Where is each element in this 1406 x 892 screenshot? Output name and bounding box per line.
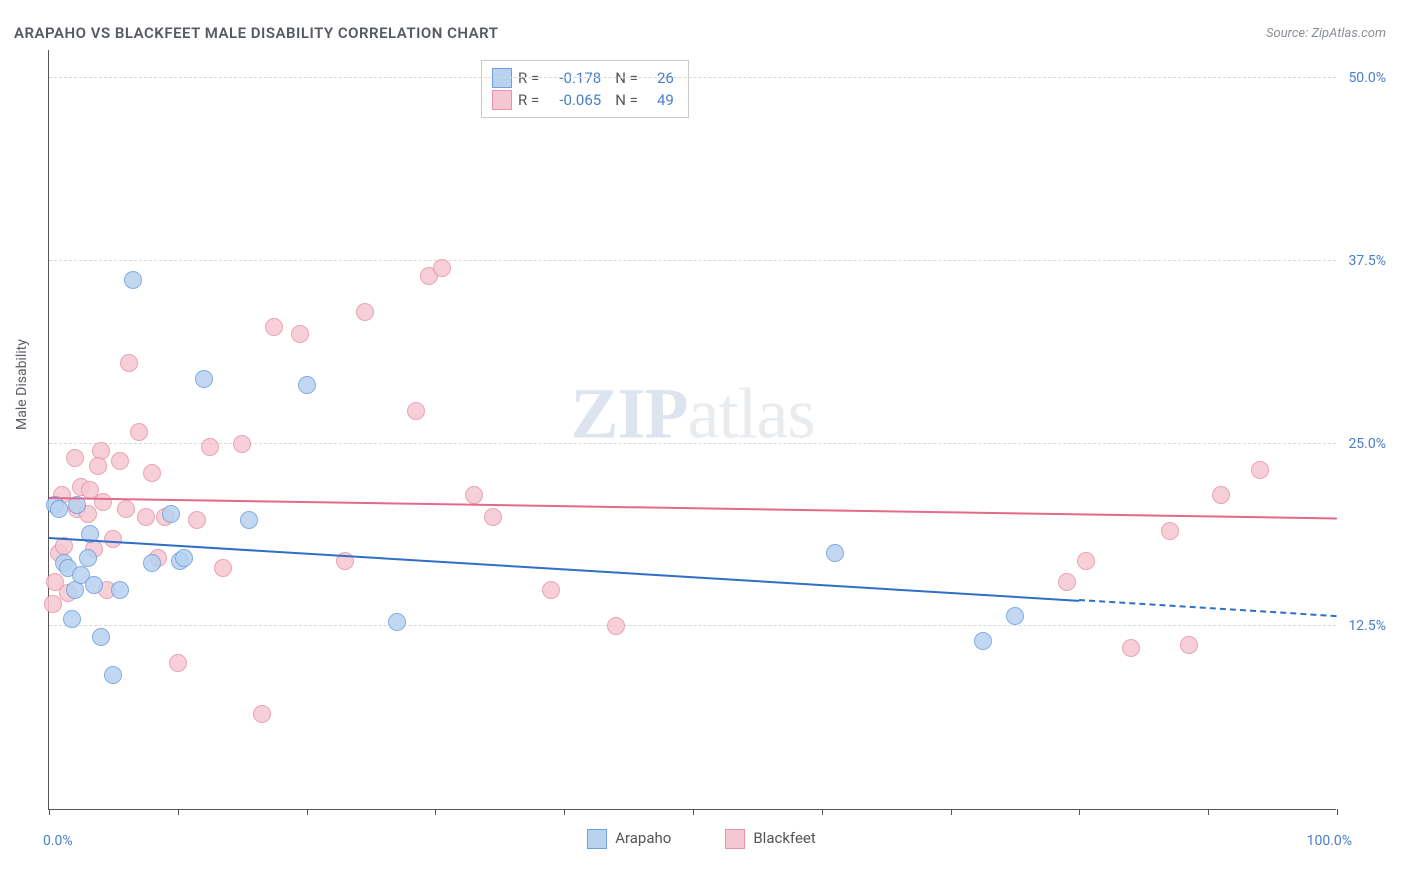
data-point — [484, 508, 502, 526]
source-attribution: Source: ZipAtlas.com — [1266, 26, 1386, 41]
data-point — [162, 505, 180, 523]
legend-item: Arapaho — [569, 829, 671, 847]
legend-n-label: N = — [615, 91, 638, 109]
data-point — [188, 511, 206, 529]
data-point — [66, 449, 84, 467]
data-point — [607, 617, 625, 635]
data-point — [120, 354, 138, 372]
data-point — [433, 259, 451, 277]
legend-r-label: R = — [518, 91, 539, 109]
data-point — [46, 573, 64, 591]
data-point — [143, 554, 161, 572]
data-point — [1180, 636, 1198, 654]
data-point — [214, 559, 232, 577]
plot-area: ZIPatlas R =-0.178N =26R =-0.065N =49 Ar… — [48, 50, 1336, 810]
data-point — [388, 613, 406, 631]
gridline — [49, 260, 1336, 261]
trend-line — [49, 537, 1080, 602]
data-point — [356, 303, 374, 321]
x-tick — [693, 809, 694, 815]
data-point — [117, 500, 135, 518]
x-tick — [1337, 809, 1338, 815]
data-point — [542, 581, 560, 599]
data-point — [94, 493, 112, 511]
legend-row: R = -0.065 N = 49 — [492, 89, 674, 111]
x-tick — [1208, 809, 1209, 815]
data-point — [1058, 573, 1076, 591]
gridline — [49, 77, 1336, 78]
data-point — [124, 271, 142, 289]
y-tick-label: 25.0% — [1348, 436, 1386, 452]
legend-swatch — [587, 829, 607, 849]
data-point — [974, 632, 992, 650]
trend-line — [1079, 599, 1337, 617]
data-point — [111, 452, 129, 470]
data-point — [44, 595, 62, 613]
gridline — [49, 625, 1336, 626]
data-point — [137, 508, 155, 526]
data-point — [298, 376, 316, 394]
data-point — [291, 325, 309, 343]
data-point — [143, 464, 161, 482]
source-name: ZipAtlas.com — [1311, 26, 1386, 41]
correlation-legend: R =-0.178N =26R =-0.065N =49 — [481, 60, 689, 118]
x-tick — [49, 809, 50, 815]
data-point — [1006, 607, 1024, 625]
data-point — [169, 654, 187, 672]
data-point — [240, 511, 258, 529]
chart-title: ARAPAHO VS BLACKFEET MALE DISABILITY COR… — [14, 24, 498, 42]
x-tick — [564, 809, 565, 815]
data-point — [130, 423, 148, 441]
y-tick-label: 12.5% — [1348, 618, 1386, 634]
data-point — [233, 435, 251, 453]
chart-container: ARAPAHO VS BLACKFEET MALE DISABILITY COR… — [0, 0, 1406, 892]
data-point — [195, 370, 213, 388]
x-tick — [822, 809, 823, 815]
data-point — [63, 610, 81, 628]
data-point — [1077, 552, 1095, 570]
data-point — [89, 457, 107, 475]
data-point — [265, 318, 283, 336]
series-legend: Arapaho Blackfeet — [49, 829, 1336, 849]
legend-item: Blackfeet — [707, 829, 815, 847]
legend-swatch — [492, 90, 512, 110]
data-point — [407, 402, 425, 420]
x-min-label: 0.0% — [43, 833, 73, 849]
data-point — [1251, 461, 1269, 479]
x-tick — [1079, 809, 1080, 815]
data-point — [826, 544, 844, 562]
y-tick-label: 37.5% — [1348, 253, 1386, 269]
data-point — [111, 581, 129, 599]
data-point — [253, 705, 271, 723]
x-tick — [435, 809, 436, 815]
data-point — [175, 549, 193, 567]
x-tick — [951, 809, 952, 815]
data-point — [201, 438, 219, 456]
y-axis-label: Male Disability — [14, 339, 30, 430]
data-point — [104, 530, 122, 548]
data-point — [1161, 522, 1179, 540]
data-point — [50, 500, 68, 518]
data-point — [1122, 639, 1140, 657]
source-prefix: Source: — [1266, 26, 1311, 41]
y-tick-label: 50.0% — [1348, 70, 1386, 86]
data-point — [85, 576, 103, 594]
x-max-label: 100.0% — [1307, 833, 1352, 849]
data-point — [79, 549, 97, 567]
data-point — [104, 666, 122, 684]
x-tick — [307, 809, 308, 815]
legend-r-value: -0.065 — [545, 91, 601, 109]
x-tick — [178, 809, 179, 815]
legend-n-value: 49 — [644, 91, 674, 109]
legend-swatch — [725, 829, 745, 849]
data-point — [465, 486, 483, 504]
data-point — [1212, 486, 1230, 504]
data-point — [92, 628, 110, 646]
